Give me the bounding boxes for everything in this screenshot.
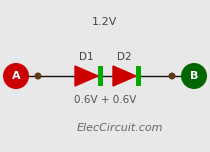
Circle shape	[168, 73, 176, 79]
Text: B: B	[190, 71, 198, 81]
Text: 1.2V: 1.2V	[92, 17, 118, 27]
Text: D1: D1	[79, 52, 93, 62]
Text: D2: D2	[117, 52, 131, 62]
Text: 0.6V + 0.6V: 0.6V + 0.6V	[74, 95, 136, 105]
Polygon shape	[75, 66, 98, 86]
Bar	[136, 66, 141, 86]
Bar	[98, 66, 103, 86]
Text: ElecCircuit.com: ElecCircuit.com	[77, 123, 163, 133]
Circle shape	[3, 63, 29, 89]
Circle shape	[34, 73, 42, 79]
Polygon shape	[113, 66, 136, 86]
Text: A: A	[12, 71, 20, 81]
Circle shape	[181, 63, 207, 89]
